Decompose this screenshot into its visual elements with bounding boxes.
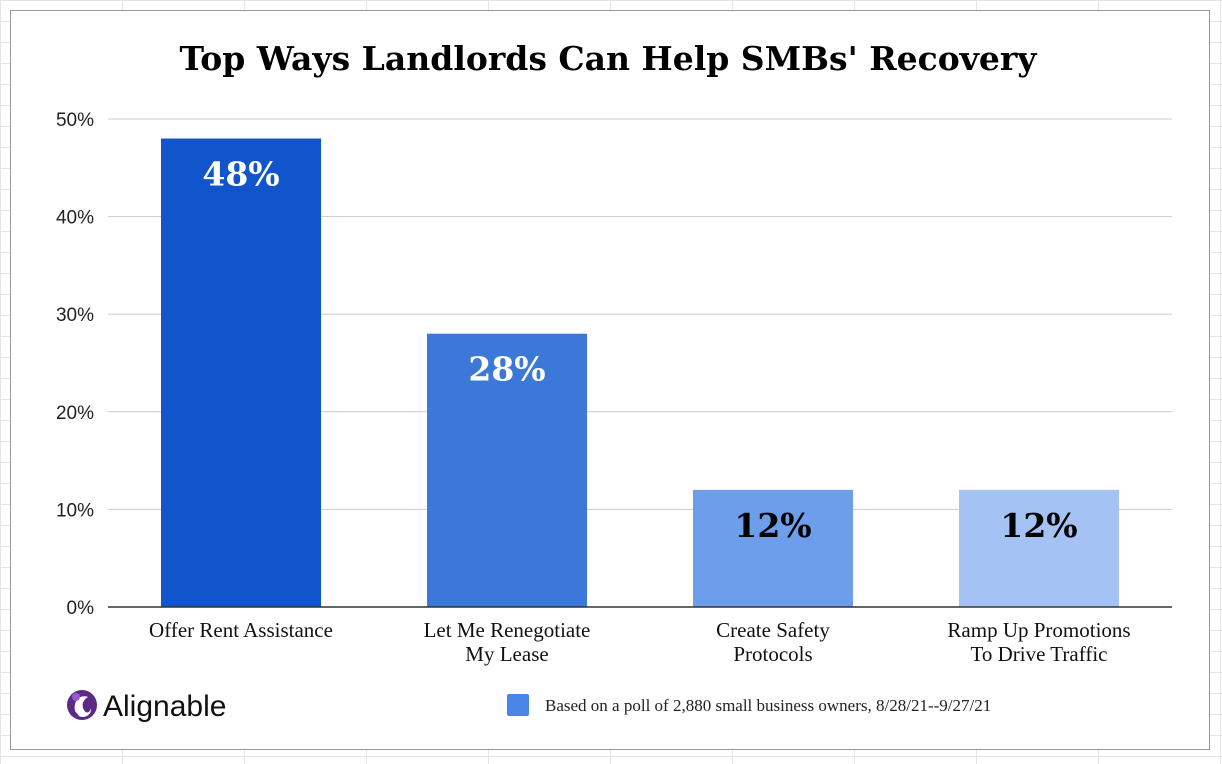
data-label: 12% <box>1000 506 1077 545</box>
data-label: 12% <box>734 506 811 545</box>
x-tick-label: Offer Rent Assistance <box>149 618 333 642</box>
legend-swatch <box>507 694 529 716</box>
y-tick-label: 0% <box>67 598 95 619</box>
legend: Based on a poll of 2,880 small business … <box>507 694 991 716</box>
x-axis-labels: Offer Rent Assistance Let Me RenegotiateM… <box>149 618 1131 666</box>
alignable-swirl-icon <box>67 690 97 720</box>
y-tick-label: 10% <box>56 500 94 521</box>
y-tick-label: 40% <box>56 208 94 229</box>
bars: 48% 28% 12% 12% <box>161 138 1119 607</box>
x-tick-label: Protocols <box>733 642 812 666</box>
y-tick-label: 20% <box>56 403 94 424</box>
data-label: 28% <box>468 350 545 389</box>
x-tick-label: To Drive Traffic <box>971 642 1108 666</box>
y-tick-label: 50% <box>56 110 94 131</box>
alignable-logo: Alignable <box>67 690 226 723</box>
x-tick-label: Let Me Renegotiate <box>424 618 591 642</box>
y-axis-ticks: 0% 10% 20% 30% 40% 50% <box>56 110 94 619</box>
bar <box>161 138 321 607</box>
x-tick-label: My Lease <box>465 642 548 666</box>
bar <box>959 489 1119 607</box>
x-tick-label: Ramp Up Promotions <box>947 618 1130 642</box>
data-label: 48% <box>202 155 279 194</box>
logo-text: Alignable <box>103 690 226 723</box>
bar <box>427 333 587 607</box>
bar <box>693 489 853 607</box>
legend-text: Based on a poll of 2,880 small business … <box>545 696 991 715</box>
x-tick-label: Create Safety <box>716 618 830 642</box>
chart-title: Top Ways Landlords Can Help SMBs' Recove… <box>180 39 1038 78</box>
y-tick-label: 30% <box>56 305 94 326</box>
